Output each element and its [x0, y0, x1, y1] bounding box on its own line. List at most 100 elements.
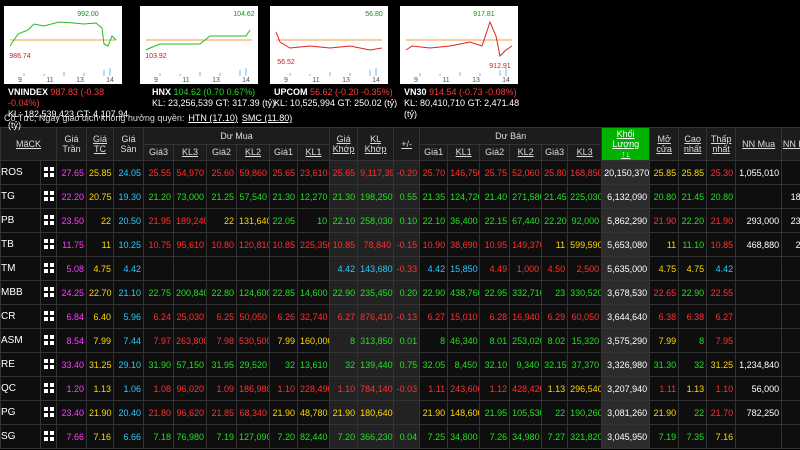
chart-icon-cell[interactable]	[39, 304, 58, 329]
board-cell: 76,980	[173, 424, 208, 449]
chart-icon-cell[interactable]	[39, 160, 58, 185]
notice-link[interactable]: HTN (17.10)	[188, 113, 238, 123]
chart-icon-cell[interactable]	[39, 256, 58, 281]
board-cell: 4.42	[329, 256, 359, 281]
board-cell: 330,520	[567, 280, 603, 305]
board-cell: 1.08	[143, 376, 175, 401]
board-cell	[735, 328, 783, 353]
stock-row[interactable]: CR 6.84 6.40 5.96 6.24 25,030 6.25 50,050 6.26 32…	[0, 304, 800, 329]
column-header[interactable]: KL1	[447, 143, 481, 161]
stock-row[interactable]: TM 5.08 4.75 4.42 4.42 143,680 -0.33 4.42 15,850…	[0, 256, 800, 281]
index-chart-card[interactable]: 56.80 56.52 9 11 13 14	[270, 6, 388, 84]
stock-row[interactable]: ROS 27.65 25.85 24.05 25.55 54,970 25.60 59,860…	[0, 160, 800, 185]
board-cell	[735, 280, 783, 305]
board-cell: 25.80	[541, 160, 569, 185]
stock-row[interactable]: SG 7.66 7.16 6.66 7.18 76,980 7.19 127,090 7.20 8…	[0, 424, 800, 449]
board-cell: 20.40	[113, 400, 145, 425]
board-cell: 271,580	[509, 184, 543, 209]
board-cell: 23.50	[56, 208, 88, 233]
chart-icon-cell[interactable]	[39, 376, 58, 401]
board-cell: 124,600	[236, 280, 271, 305]
column-header[interactable]: KL1	[297, 143, 331, 161]
stock-row[interactable]: ASM 8.54 7.99 7.44 7.97 263,800 7.98 530,500 7.9…	[0, 328, 800, 353]
board-cell: 7.66	[56, 424, 88, 449]
index-chart-card[interactable]: 104.62 103.92 9 11 13 14	[140, 6, 258, 84]
grid-icon	[43, 262, 54, 273]
stock-row[interactable]: MBB 24.25 22.70 21.10 22.75 200,840 22.80 124,6…	[0, 280, 800, 305]
index-line: VNINDEX 987.83 (-0.38 -0.04%)	[8, 87, 138, 109]
chart-icon-cell[interactable]	[39, 400, 58, 425]
board-cell: 10.85	[706, 232, 737, 257]
board-cell: 7.99	[269, 328, 299, 353]
chart-icon-cell[interactable]	[39, 352, 58, 377]
chart-icon-cell[interactable]	[39, 208, 58, 233]
column-header[interactable]: Giá Khớp	[329, 127, 359, 161]
board-cell: 6.26	[269, 304, 299, 329]
board-cell: 21.40	[479, 184, 511, 209]
board-cell: 200,840	[173, 280, 208, 305]
stock-row[interactable]: QC 1.20 1.13 1.06 1.08 96,020 1.09 186,980 1.10 2…	[0, 376, 800, 401]
mini-chart: 992.00 986.74 9 11 13 14	[9, 11, 117, 84]
column-header[interactable]: +/-	[393, 127, 421, 161]
board-cell: 7.98	[206, 328, 238, 353]
board-cell: 6.27	[329, 304, 359, 329]
board-cell: 32	[678, 352, 708, 377]
board-cell: 782,250	[735, 400, 783, 425]
index-name: HNX	[152, 87, 172, 97]
column-header[interactable]: KL3	[567, 143, 603, 161]
board-cell: 21.30	[329, 184, 359, 209]
column-header[interactable]: NN Bán	[781, 127, 800, 161]
column-header[interactable]: Cao nhất	[678, 127, 708, 161]
stock-row[interactable]: TB 11.75 11 10.25 10.75 95,610 10.80 120,810 10.…	[0, 232, 800, 257]
chart-icon-cell[interactable]	[39, 280, 58, 305]
board-cell: 22	[86, 208, 115, 233]
board-cell: 23,50	[781, 208, 800, 233]
ticker: CR	[0, 304, 41, 329]
board-cell: 146,750	[447, 160, 481, 185]
column-header[interactable]: Thấp nhất	[706, 127, 737, 161]
stock-row[interactable]: RE 33.40 31.25 29.10 31.90 57,150 31.95 29,520 3…	[0, 352, 800, 377]
column-header[interactable]: KL2	[509, 143, 543, 161]
board-cell: 293,000	[735, 208, 783, 233]
chart-x-tick: 9	[18, 77, 22, 84]
grid-icon	[43, 166, 54, 177]
notice-link[interactable]: SMC (11.80)	[241, 113, 293, 123]
board-cell: 149,370	[509, 232, 543, 257]
column-header[interactable]: MãCK	[0, 127, 58, 161]
column-header[interactable]: KL3	[173, 143, 208, 161]
index-value: GT: 317.39 (tỷ)	[215, 98, 276, 108]
index-chart-card[interactable]: 992.00 986.74 9 11 13 14	[4, 6, 122, 84]
column-header[interactable]: KL Khớp	[357, 127, 395, 161]
chart-icon-cell[interactable]	[39, 232, 58, 257]
total-volume-header[interactable]: Khối Lượng ↑↓	[601, 127, 651, 161]
column-header[interactable]: Mở cửa	[649, 127, 680, 161]
board-cell: 23.40	[56, 400, 88, 425]
board-cell: 6.27	[706, 304, 737, 329]
stock-row[interactable]: PB 23.50 22 20.50 21.95 189,240 22 131,640 22.05…	[0, 208, 800, 233]
board-cell: 31.25	[86, 352, 115, 377]
chart-icon-cell[interactable]	[39, 184, 58, 209]
column-header[interactable]: KL2	[236, 143, 271, 161]
chart-x-tick: 11	[442, 77, 449, 84]
board-cell: 186,8	[781, 184, 800, 209]
index-chart-card[interactable]: 917.81 912.91 9 11 13 14	[400, 6, 518, 84]
stock-row[interactable]: TG 22.20 20.75 19.30 21.20 73,000 21.25 57,540 2…	[0, 184, 800, 209]
board-cell: 60,050	[567, 304, 603, 329]
index-info: VNINDEX 987.83 (-0.38 -0.04%) KL: 182,539…	[8, 87, 138, 131]
column-header[interactable]: NN Mua	[735, 127, 783, 161]
column-header[interactable]: Giá TC	[86, 127, 115, 161]
chart-icon-cell[interactable]	[39, 328, 58, 353]
board-cell	[206, 256, 238, 281]
stock-row[interactable]: PG 23.40 21.90 20.40 21.80 96,620 21.85 68,340 2…	[0, 400, 800, 425]
board-cell: 253,020	[509, 328, 543, 353]
board-cell: 1.13	[678, 376, 708, 401]
board-cell: 3,207,940	[601, 376, 651, 401]
column-header: Giá3	[541, 143, 569, 161]
chart-icon-cell[interactable]	[39, 424, 58, 449]
sort-icon: ↑↓	[621, 149, 631, 159]
board-cell: 29.10	[113, 352, 145, 377]
board-cell: 124,720	[447, 184, 481, 209]
board-cell: 9,117,390	[357, 160, 395, 185]
board-cell: 1,000	[509, 256, 543, 281]
